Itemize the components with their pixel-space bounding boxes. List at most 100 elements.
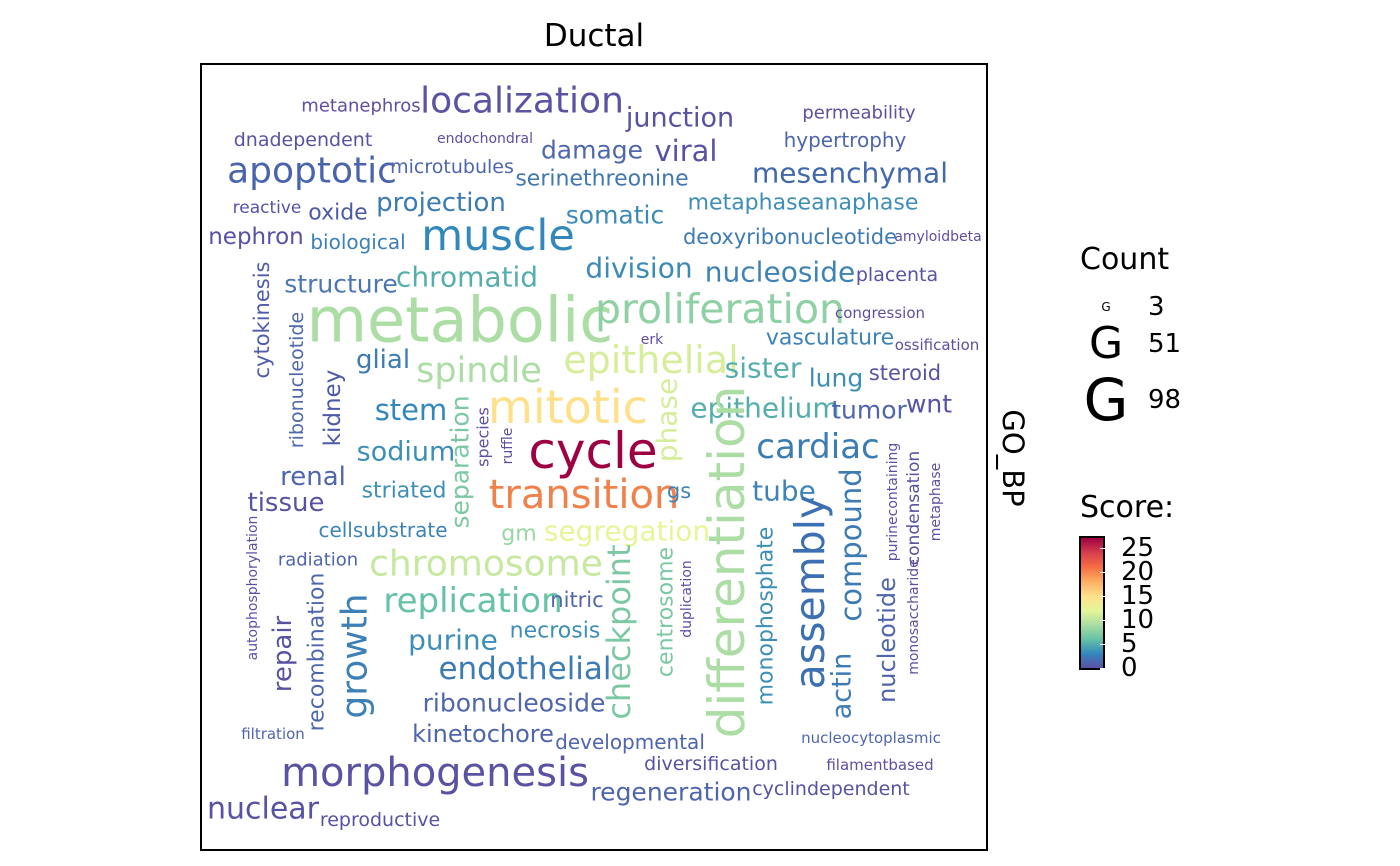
word-sodium: sodium [357,437,456,468]
word-structure: structure [284,270,397,299]
word-projection: projection [376,188,506,218]
word-tissue: tissue [248,488,325,518]
word-cyclindependent: cyclindependent [752,778,910,800]
word-junction: junction [625,103,734,134]
colorbar-tick-mark [1100,619,1105,622]
word-filtration: filtration [241,725,305,743]
word-microtubules: microtubules [390,156,514,178]
word-ruffle: ruffle [500,428,516,465]
legend-count-symbol: G [1083,366,1129,434]
word-regeneration: regeneration [590,778,751,807]
word-nitric: nitric [550,588,603,612]
word-congression: congression [835,304,925,322]
word-recombination: recombination [305,573,330,732]
word-serinethreonine: serinethreonine [515,167,688,192]
word-placenta: placenta [856,264,938,286]
word-purinecontaining: purinecontaining [885,443,901,562]
word-endothelial: endothelial [438,651,611,687]
word-division: division [585,252,692,285]
word-purine: purine [408,624,498,657]
word-endochondral: endochondral [437,131,533,147]
word-damage: damage [541,136,643,165]
word-somatic: somatic [566,201,665,230]
word-monophosphate: monophosphate [754,527,779,706]
word-localization: localization [420,81,624,122]
word-permeability: permeability [802,103,916,124]
word-compound: compound [834,468,868,621]
word-segregation: segregation [544,515,710,548]
legend-count-value: 51 [1148,328,1182,359]
legend-count-value: 98 [1148,385,1182,415]
word-metaphaseanaphase: metaphaseanaphase [688,191,919,216]
word-gs: gs [667,479,691,503]
word-duplication: duplication [679,560,695,638]
colorbar-tick-label: 10 [1121,604,1155,635]
word-ribonucleoside: ribonucleoside [423,689,606,718]
legend-count-symbol: G [1088,318,1124,369]
word-viral: viral [655,134,718,168]
word-proliferation: proliferation [595,285,845,333]
word-condensation: condensation [904,451,924,565]
word-replication: replication [383,581,562,621]
legend-count-symbol: G [1101,300,1111,314]
word-epithelium: epithelium [690,392,839,425]
colorbar-tick-mark [1100,643,1105,646]
word-reactive: reactive [233,198,302,218]
word-cardiac: cardiac [756,427,879,467]
word-autophosphorylation: autophosphorylation [245,516,261,661]
word-dnadependent: dnadependent [234,129,373,151]
word-morphogenesis: morphogenesis [281,750,589,796]
colorbar-tick-mark [1100,668,1105,670]
word-radiation: radiation [278,550,358,571]
word-metanephros: metanephros [301,96,420,117]
word-cycle: cycle [528,422,657,480]
word-ossification: ossification [895,336,980,354]
word-biological: biological [310,230,405,254]
word-nucleotide: nucleotide [873,577,901,703]
word-reproductive: reproductive [320,809,440,831]
word-cellsubstrate: cellsubstrate [318,518,447,542]
word-mesenchymal: mesenchymal [752,157,948,190]
word-oxide: oxide [308,201,367,226]
colorbar-tick-label: 15 [1121,580,1155,611]
word-tumor: tumor [831,396,907,425]
legend-score-title: Score: [1080,490,1175,525]
legend-count-row-medium: G 51 [1080,318,1181,369]
colorbar-tick-mark [1100,571,1105,574]
colorbar-tick-label: 20 [1121,556,1155,587]
word-kidney: kidney [320,370,346,447]
word-striated: striated [362,479,447,504]
word-spindle: spindle [416,351,542,391]
word-differentiation: differentiation [698,386,756,739]
word-tube: tube [752,475,816,508]
word-filamentbased: filamentbased [826,756,933,774]
word-steroid: steroid [869,361,941,385]
word-chromatid: chromatid [396,261,538,294]
word-cytokinesis: cytokinesis [250,262,274,379]
chart-title: Ductal [543,18,645,54]
wordcloud-panel: metanephros localization junction permeabil… [200,63,988,851]
word-developmental: developmental [555,730,705,754]
colorbar-tick-label: 5 [1121,628,1138,659]
word-phase: phase [651,378,684,463]
word-centrosome: centrosome [654,547,679,677]
legend-count-title: Count [1080,242,1170,277]
word-nucleocytoplasmic: nucleocytoplasmic [801,729,941,747]
word-species: species [474,407,493,467]
word-separation: separation [446,395,475,528]
facet-strip-text: GO_BP [996,409,1030,507]
colorbar-tick-mark [1100,547,1105,550]
word-diversification: diversification [644,753,778,775]
word-glial: glial [356,345,410,375]
word-amyloidbeta: amyloidbeta [894,229,981,245]
word-stem: stem [375,393,448,427]
word-checkpoint: checkpoint [600,544,638,719]
word-assembly: assembly [786,495,834,690]
wordcloud-svg: metanephros localization junction permeabil… [207,81,982,832]
word-monosaccharide: monosaccharide [906,559,922,675]
word-metaphase: metaphase [928,463,944,542]
word-kinetochore: kinetochore [412,720,554,748]
word-sister: sister [725,352,802,385]
word-nuclear: nuclear [207,792,320,827]
word-ribonucleotide: ribonucleotide [286,312,308,448]
